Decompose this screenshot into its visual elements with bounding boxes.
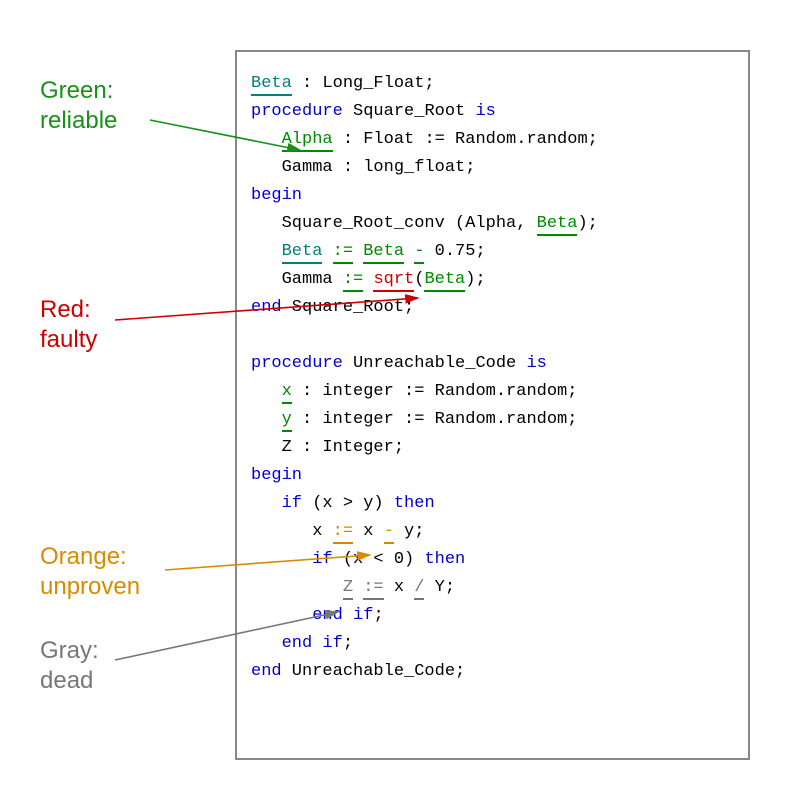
code-line-13: y : integer := Random.random; <box>251 406 734 434</box>
label-green: Green: reliable <box>40 76 117 136</box>
code-line-18: if (x < 0) then <box>251 546 734 574</box>
code-line-5: begin <box>251 182 734 210</box>
code-line-20: end if; <box>251 602 734 630</box>
code-line-14: Z : Integer; <box>251 434 734 462</box>
code-line-15: begin <box>251 462 734 490</box>
code-line-11: procedure Unreachable_Code is <box>251 350 734 378</box>
label-orange: Orange: unproven <box>40 542 140 602</box>
label-green-line2: reliable <box>40 107 117 134</box>
label-red-line2: faulty <box>40 326 97 353</box>
label-green-line1: Green: <box>40 77 113 104</box>
code-line-6: Square_Root_conv (Alpha, Beta); <box>251 210 734 238</box>
code-line-2: procedure Square_Root is <box>251 98 734 126</box>
label-orange-line2: unproven <box>40 573 140 600</box>
code-line-21: end if; <box>251 630 734 658</box>
code-line-blank1 <box>251 322 734 350</box>
code-line-1: Beta : Long_Float; <box>251 70 734 98</box>
label-gray-line2: dead <box>40 667 93 694</box>
code-line-8: Gamma := sqrt(Beta); <box>251 266 734 294</box>
code-line-22: end Unreachable_Code; <box>251 658 734 686</box>
code-line-4: Gamma : long_float; <box>251 154 734 182</box>
label-red: Red: faulty <box>40 295 97 355</box>
code-line-16: if (x > y) then <box>251 490 734 518</box>
code-line-17: x := x - y; <box>251 518 734 546</box>
diagram-root: Green: reliable Red: faulty Orange: unpr… <box>0 0 800 800</box>
code-line-7: Beta := Beta - 0.75; <box>251 238 734 266</box>
label-red-line1: Red: <box>40 296 91 323</box>
code-box: Beta : Long_Float; procedure Square_Root… <box>235 50 750 760</box>
code-line-3: Alpha : Float := Random.random; <box>251 126 734 154</box>
label-gray-line1: Gray: <box>40 637 99 664</box>
code-line-12: x : integer := Random.random; <box>251 378 734 406</box>
code-line-9: end Square_Root; <box>251 294 734 322</box>
label-orange-line1: Orange: <box>40 543 127 570</box>
code-line-19: Z := x / Y; <box>251 574 734 602</box>
label-gray: Gray: dead <box>40 636 99 696</box>
